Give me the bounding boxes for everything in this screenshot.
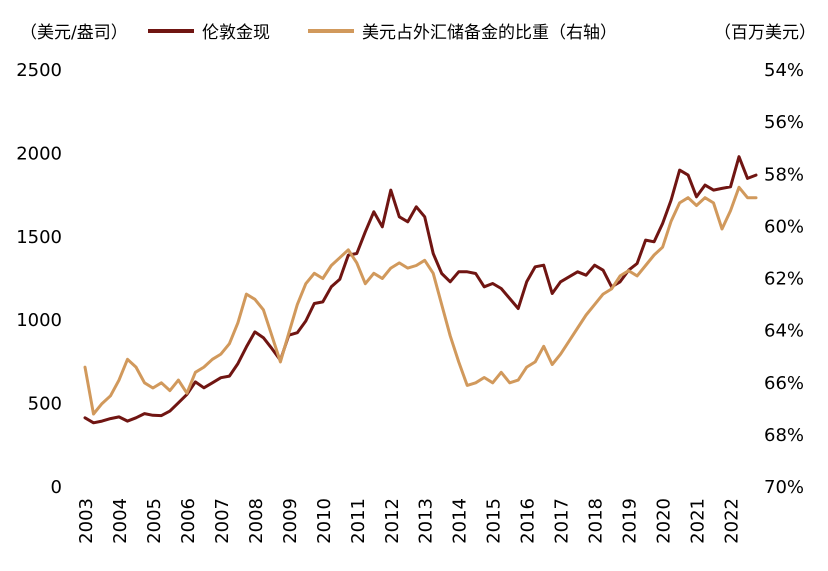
- left-axis-tick-label: 1500: [16, 227, 62, 248]
- right-axis-tick-label: 66%: [764, 373, 804, 394]
- right-axis-tick-label: 54%: [764, 60, 804, 81]
- x-axis-year-label: 2004: [110, 498, 131, 544]
- x-axis-year-label: 2011: [348, 498, 369, 544]
- left-axis-tick-label: 2500: [16, 60, 62, 81]
- legend-item-usd-share: 美元占外汇储备金的比重（右轴）: [308, 18, 617, 43]
- x-axis-year-label: 2019: [620, 498, 641, 544]
- x-axis-year-label: 2010: [314, 498, 335, 544]
- left-axis-tick-label: 2000: [16, 143, 62, 164]
- x-axis-year-label: 2017: [552, 498, 573, 544]
- x-axis-year-label: 2008: [246, 498, 267, 544]
- right-axis-tick-label: 62%: [764, 269, 804, 290]
- right-axis-tick-label: 64%: [764, 321, 804, 342]
- right-axis-unit-label: （百万美元）: [714, 23, 816, 43]
- x-axis-year-label: 2006: [178, 498, 199, 544]
- x-axis-year-label: 2005: [144, 498, 165, 544]
- x-axis-year-label: 2020: [654, 498, 675, 544]
- usd-reserve-share-line: [83, 185, 758, 416]
- x-axis-year-label: 2009: [280, 498, 301, 544]
- gold-line-swatch: [148, 28, 194, 33]
- x-axis-year-label: 2021: [688, 498, 709, 544]
- x-axis-year-label: 2007: [212, 498, 233, 544]
- left-axis-tick-label: 500: [28, 394, 62, 415]
- left-axis-unit-label: （美元/盎司）: [20, 23, 128, 43]
- chart-legend: 伦敦金现 美元占外汇储备金的比重（右轴）: [148, 18, 617, 43]
- x-axis-year-label: 2012: [382, 498, 403, 544]
- x-axis-year-label: 2018: [586, 498, 607, 544]
- right-axis-tick-label: 60%: [764, 216, 804, 237]
- left-axis-tick-label: 0: [51, 477, 62, 498]
- gold-price-line: [83, 155, 758, 425]
- left-axis-tick-label: 1000: [16, 310, 62, 331]
- x-axis-year-label: 2016: [518, 498, 539, 544]
- right-axis-tick-label: 58%: [764, 164, 804, 185]
- legend-label-usd-share: 美元占外汇储备金的比重（右轴）: [362, 23, 617, 43]
- legend-label-gold: 伦敦金现: [202, 23, 270, 43]
- x-axis-year-label: 2003: [76, 498, 97, 544]
- usd-share-line-swatch: [308, 28, 354, 33]
- x-axis-year-label: 2022: [722, 498, 743, 544]
- x-axis-year-label: 2013: [416, 498, 437, 544]
- right-axis-tick-label: 68%: [764, 425, 804, 446]
- right-axis-tick-label: 70%: [764, 477, 804, 498]
- right-axis-tick-label: 56%: [764, 112, 804, 133]
- x-axis-year-label: 2014: [450, 498, 471, 544]
- legend-item-gold: 伦敦金现: [148, 18, 270, 43]
- x-axis-year-label: 2015: [484, 498, 505, 544]
